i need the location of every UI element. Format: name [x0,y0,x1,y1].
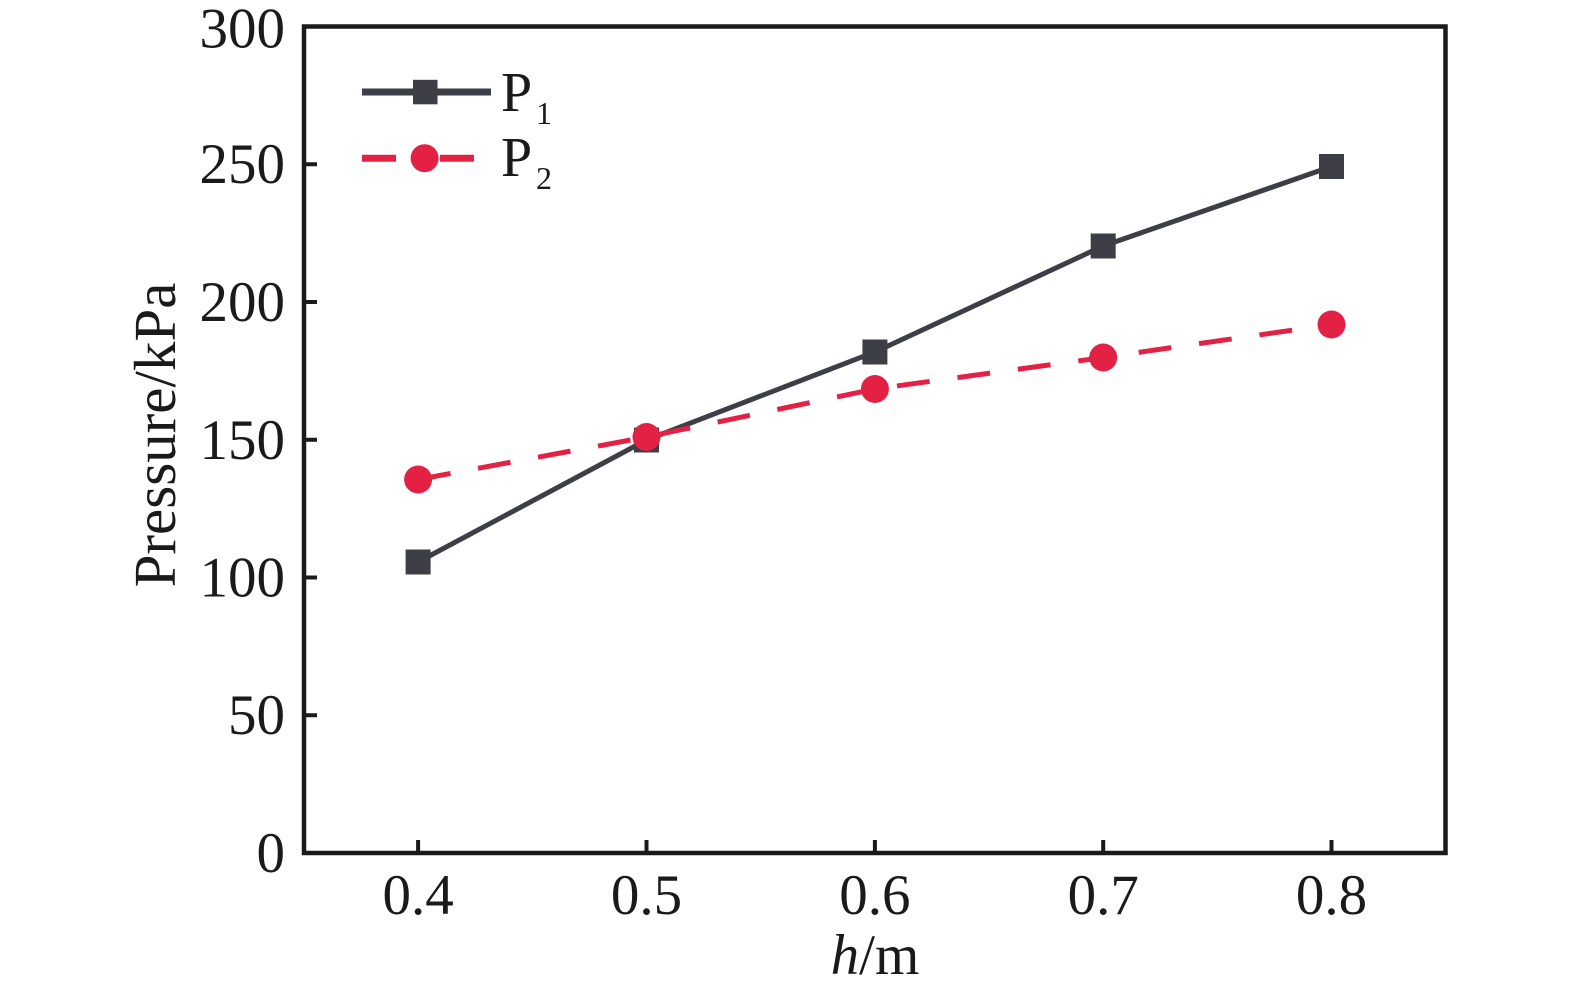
svg-text:250: 250 [200,133,286,196]
svg-text:0.4: 0.4 [382,864,453,927]
svg-text:0: 0 [257,822,286,885]
svg-text:200: 200 [200,271,286,334]
svg-text:0.7: 0.7 [1068,864,1139,927]
svg-text:50: 50 [228,684,285,747]
svg-text:h/m: h/m [831,924,920,987]
svg-text:0.5: 0.5 [611,864,682,927]
svg-text:P: P [501,62,532,124]
svg-text:2: 2 [536,160,552,196]
svg-text:P: P [501,127,532,189]
svg-text:100: 100 [200,547,286,610]
svg-text:1: 1 [536,95,552,131]
svg-text:300: 300 [200,0,286,61]
svg-text:Pressure/kPa: Pressure/kPa [122,283,188,588]
svg-text:150: 150 [200,409,286,472]
svg-text:0.6: 0.6 [839,864,910,927]
svg-text:0.8: 0.8 [1296,864,1367,927]
